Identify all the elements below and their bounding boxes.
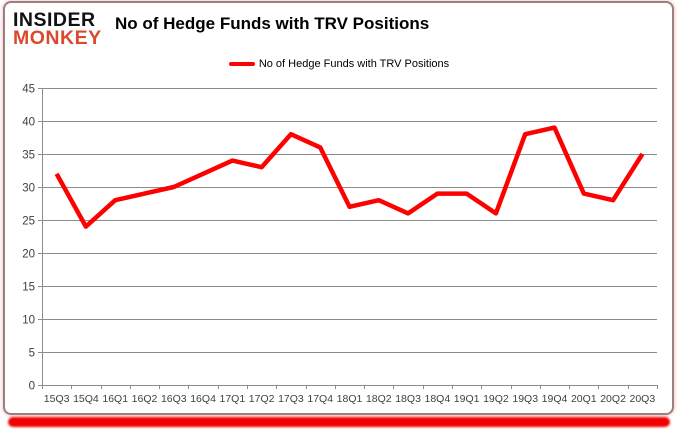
y-tick-label: 25	[22, 216, 35, 228]
y-tick-label: 20	[22, 249, 35, 261]
chart-title: No of Hedge Funds with TRV Positions	[115, 14, 430, 33]
x-tick-label: 16Q1	[102, 393, 128, 405]
logo-line-monkey: MONKEY	[13, 27, 102, 49]
x-tick-label: 15Q3	[44, 393, 70, 405]
x-tick-label: 15Q4	[73, 393, 99, 405]
y-tick-label: 15	[22, 282, 35, 294]
y-tick-label: 35	[22, 150, 35, 162]
legend-label: No of Hedge Funds with TRV Positions	[258, 58, 450, 70]
bottom-red-bar	[8, 417, 670, 427]
x-tick-label: 17Q2	[249, 393, 275, 405]
x-tick-label: 20Q2	[600, 393, 626, 405]
x-tick-label: 17Q1	[220, 393, 246, 405]
x-tick-label: 16Q3	[161, 393, 187, 405]
chart-card	[3, 1, 674, 415]
x-tick-label: 17Q3	[278, 393, 304, 405]
x-tick-label: 16Q2	[132, 393, 158, 405]
y-tick-label: 0	[29, 381, 35, 393]
logo-line-insider: INSIDER	[13, 9, 96, 31]
x-tick-label: 18Q2	[366, 393, 392, 405]
y-tick-label: 45	[22, 84, 35, 96]
x-tick-label: 18Q1	[337, 393, 363, 405]
x-tick-label: 18Q3	[395, 393, 421, 405]
x-tick-label: 17Q4	[307, 393, 333, 405]
legend: No of Hedge Funds with TRV Positions	[0, 58, 678, 70]
y-tick-label: 10	[22, 315, 35, 327]
x-tick-label: 19Q4	[542, 393, 568, 405]
insider-monkey-logo: INSIDER MONKEY	[13, 9, 102, 49]
y-tick-label: 30	[22, 183, 35, 195]
x-tick-label: 19Q3	[512, 393, 538, 405]
x-tick-label: 18Q4	[425, 393, 451, 405]
x-tick-label: 19Q2	[483, 393, 509, 405]
legend-line-swatch	[228, 61, 255, 67]
x-tick-label: 16Q4	[190, 393, 216, 405]
y-tick-label: 5	[29, 348, 35, 360]
x-tick-label: 20Q3	[630, 393, 656, 405]
data-line-series	[54, 125, 645, 229]
y-tick-label: 40	[22, 117, 35, 129]
x-tick-label: 19Q1	[454, 393, 480, 405]
x-tick-label: 20Q1	[571, 393, 597, 405]
